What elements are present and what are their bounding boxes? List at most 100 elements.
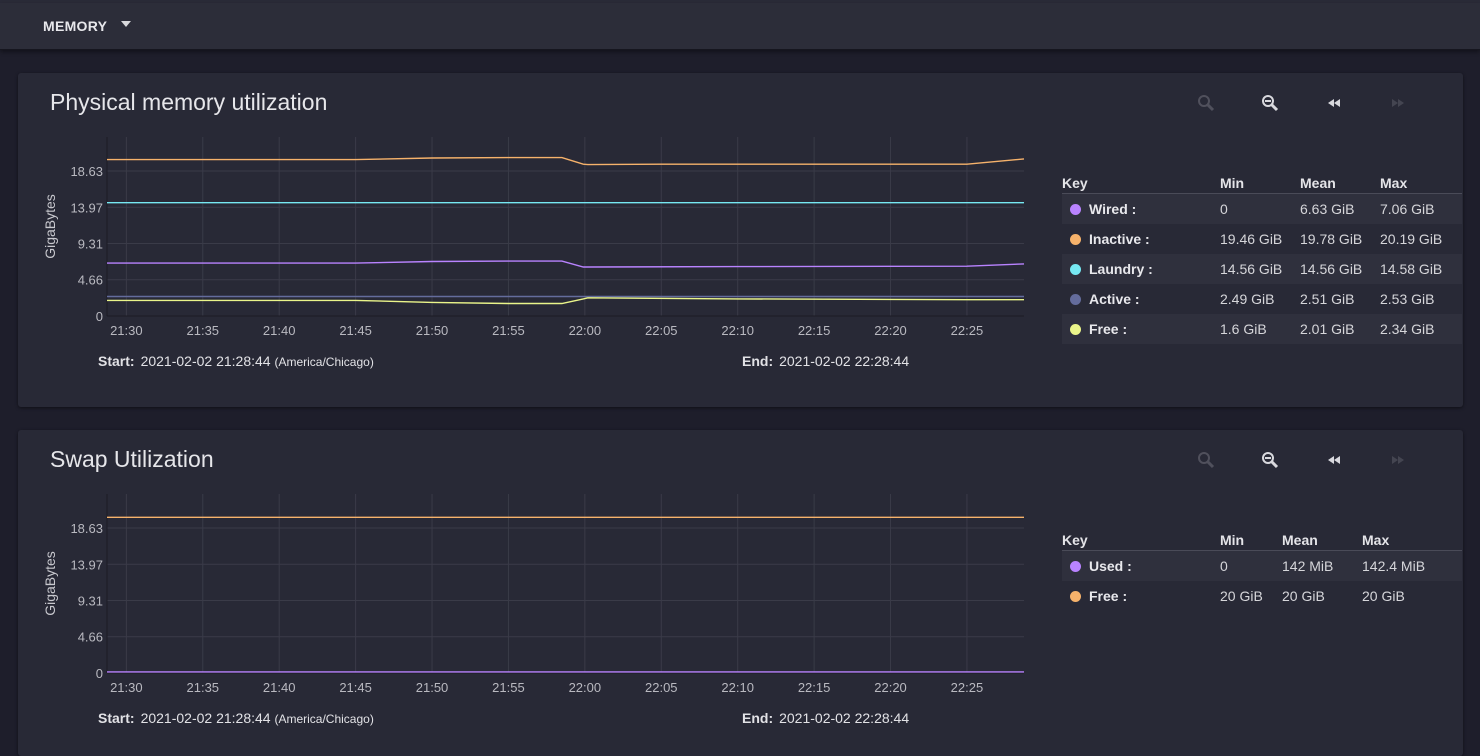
panel-title: Physical memory utilization	[50, 89, 328, 115]
y-axis-label: GigaBytes	[42, 551, 58, 616]
legend-max-value: 14.58 GiB	[1380, 254, 1462, 284]
x-tick-label: 21:35	[187, 680, 220, 695]
legend-max-value: 142.4 MiB	[1362, 550, 1462, 581]
legend-swatch	[1070, 264, 1081, 275]
x-tick-label: 22:00	[569, 680, 602, 695]
zoom-out-button[interactable]	[1258, 91, 1282, 115]
legend-mean-value: 6.63 GiB	[1300, 193, 1380, 224]
legend-swatch	[1070, 204, 1081, 215]
x-tick-label: 21:30	[110, 323, 143, 338]
step-forward-button[interactable]	[1386, 448, 1410, 472]
legend-series-name: Laundry :	[1089, 261, 1153, 277]
y-tick-label: 4.66	[78, 630, 103, 645]
legend-key: Laundry :	[1062, 254, 1220, 284]
legend-mean-value: 2.51 GiB	[1300, 284, 1380, 314]
zoom-in-icon	[1198, 95, 1215, 112]
x-tick-label: 22:25	[951, 680, 984, 695]
x-tick-label: 22:20	[874, 323, 907, 338]
legend-series-name: Free :	[1089, 321, 1128, 337]
range-start: Start: 2021-02-02 21:28:44 (America/Chica…	[98, 710, 374, 726]
start-value: 2021-02-02 21:28:44	[140, 710, 271, 726]
legend-header-mean: Mean	[1300, 169, 1380, 194]
x-tick-label: 22:20	[874, 680, 907, 695]
legend-header-mean: Mean	[1282, 526, 1362, 551]
y-tick-label: 18.63	[70, 164, 103, 179]
legend-mean-value: 142 MiB	[1282, 550, 1362, 581]
legend-max-value: 7.06 GiB	[1380, 193, 1462, 224]
x-tick-label: 21:40	[263, 323, 296, 338]
swap-line-chart: 0 4.66 9.31 13.97 18.63 21:30 21:35 21:40 21:45 2…	[42, 494, 1024, 695]
legend-header-key: Key	[1062, 169, 1220, 194]
end-value: 2021-02-02 22:28:44	[779, 353, 910, 369]
legend-min-value: 2.49 GiB	[1220, 284, 1300, 314]
legend-header-min: Min	[1220, 526, 1282, 551]
start-label: Start:	[98, 710, 135, 726]
legend-swatch	[1070, 561, 1081, 572]
legend-series-name: Used :	[1089, 558, 1132, 574]
range-end: End: 2021-02-02 22:28:44	[742, 710, 909, 726]
legend-row[interactable]: Inactive : 19.46 GiB 19.78 GiB 20.19 GiB	[1062, 224, 1462, 254]
legend-series-name: Active :	[1089, 291, 1140, 307]
timezone: (America/Chicago)	[274, 712, 374, 726]
legend-row[interactable]: Used : 0 142 MiB 142.4 MiB	[1062, 550, 1462, 581]
start-value: 2021-02-02 21:28:44	[140, 353, 271, 369]
legend-key: Free :	[1062, 314, 1220, 344]
step-forward-button[interactable]	[1386, 91, 1410, 115]
legend-swatch	[1070, 294, 1081, 305]
legend-row[interactable]: Active : 2.49 GiB 2.51 GiB 2.53 GiB	[1062, 284, 1462, 314]
legend-mean-value: 19.78 GiB	[1300, 224, 1380, 254]
zoom-in-button[interactable]	[1194, 448, 1218, 472]
y-tick-label: 18.63	[70, 521, 103, 536]
x-tick-label: 21:45	[339, 323, 372, 338]
legend-header-max: Max	[1380, 169, 1462, 194]
y-tick-label: 0	[96, 309, 103, 324]
series-line-inactive	[107, 156, 1025, 166]
legend-mean-value: 2.01 GiB	[1300, 314, 1380, 344]
legend-key: Active :	[1062, 284, 1220, 314]
legend-mean-value: 14.56 GiB	[1300, 254, 1380, 284]
memory-menu-label[interactable]: MEMORY	[43, 18, 108, 34]
step-back-button[interactable]	[1322, 448, 1346, 472]
range-end: End: 2021-02-02 22:28:44	[742, 353, 909, 369]
memory-line-chart: 0 4.66 9.31 13.97 18.63 21:30 21:35 21:40 21:45 2…	[42, 137, 1025, 338]
y-tick-label: 4.66	[78, 273, 103, 288]
end-label: End:	[742, 710, 774, 726]
zoom-in-button[interactable]	[1194, 91, 1218, 115]
legend-row[interactable]: Laundry :14.56 GiB 14.56 GiB 14.58 GiB	[1062, 254, 1462, 284]
zoom-in-icon	[1198, 452, 1215, 469]
timezone: (America/Chicago)	[274, 355, 374, 369]
end-value: 2021-02-02 22:28:44	[779, 710, 910, 726]
end-label: End:	[742, 353, 774, 369]
x-tick-label: 22:10	[721, 323, 754, 338]
zoom-out-icon	[1262, 95, 1279, 112]
x-tick-label: 21:45	[339, 680, 372, 695]
physical-memory-panel: Physical memory utilization 0 4.66 9.31 13.…	[18, 73, 1463, 407]
legend-row[interactable]: Wired : 0 6.63 GiB 7.06 GiB	[1062, 193, 1462, 224]
x-tick-label: 21:50	[416, 680, 449, 695]
legend-min-value: 0	[1220, 193, 1300, 224]
x-tick-label: 21:55	[492, 680, 525, 695]
legend-row[interactable]: Free :20 GiB 20 GiB 20 GiB	[1062, 581, 1462, 611]
legend-swatch	[1070, 324, 1081, 335]
legend-max-value: 2.34 GiB	[1380, 314, 1462, 344]
step-back-button[interactable]	[1322, 91, 1346, 115]
start-label: Start:	[98, 353, 135, 369]
y-tick-label: 13.97	[70, 557, 103, 572]
series-line-free	[107, 297, 1024, 305]
x-tick-label: 21:55	[492, 323, 525, 338]
zoom-out-button[interactable]	[1258, 448, 1282, 472]
x-tick-label: 22:05	[645, 680, 678, 695]
y-axis-label: GigaBytes	[42, 194, 58, 259]
fast-forward-icon	[1392, 99, 1404, 107]
legend-key: Wired :	[1062, 193, 1220, 224]
series-line-wired	[107, 260, 1025, 268]
chevron-down-icon[interactable]	[121, 21, 131, 27]
x-tick-label: 22:15	[798, 323, 831, 338]
legend-header-max: Max	[1362, 526, 1462, 551]
rewind-icon	[1328, 99, 1340, 107]
legend-header-key: Key	[1062, 526, 1220, 551]
legend-max-value: 2.53 GiB	[1380, 284, 1462, 314]
legend-row[interactable]: Free : 1.6 GiB 2.01 GiB 2.34 GiB	[1062, 314, 1462, 344]
legend-swatch	[1070, 591, 1081, 602]
zoom-out-icon	[1262, 452, 1279, 469]
